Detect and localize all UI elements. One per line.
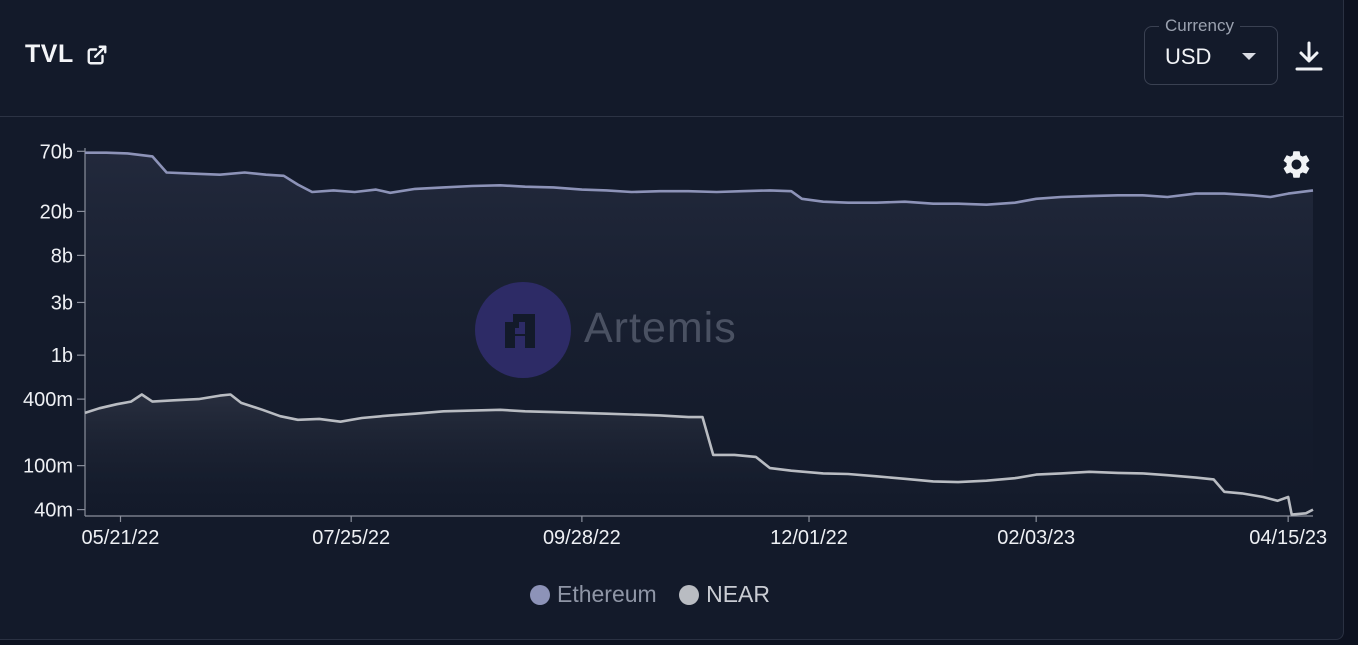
watermark-text: Artemis (584, 304, 737, 352)
tvl-chart: 70b 20b 8b 3b 1b 400m 100m 40m 05/21/22 07/25/22… (23, 141, 1327, 549)
legend-swatch-ethereum (529, 584, 550, 605)
artemis-logo (475, 282, 571, 378)
y-tick-label: 3b (51, 292, 73, 314)
x-tick-label: 02/03/23 (997, 527, 1075, 549)
x-tick-label: 12/01/22 (770, 527, 848, 549)
y-tick-label: 100m (23, 456, 73, 478)
x-tick-label: 07/25/22 (312, 527, 390, 549)
series-line-near[interactable] (84, 393, 1314, 516)
legend-label-ethereum: Ethereum (556, 581, 657, 607)
currency-value: USD (1165, 44, 1212, 69)
legend-item-ethereum[interactable]: Ethereum (529, 581, 657, 608)
y-tick-label: 400m (23, 389, 73, 411)
legend-swatch-near (679, 584, 700, 605)
y-tick-label: 1b (51, 345, 73, 367)
artemis-watermark: Artemis (475, 282, 775, 378)
series-area-near (85, 394, 1313, 516)
y-tick-label: 20b (40, 201, 73, 223)
y-tick-label: 40m (34, 500, 73, 522)
currency-label: Currency (1159, 16, 1240, 36)
y-tick-label: 8b (51, 245, 73, 267)
chart-legend: Ethereum NEAR (0, 581, 1300, 611)
x-tick-label: 04/15/23 (1249, 527, 1327, 549)
card-header: TVL Currency USD (0, 0, 1344, 117)
y-tick-label: 70b (40, 141, 73, 163)
legend-label-near: NEAR (706, 581, 770, 607)
currency-select[interactable]: Currency USD (1144, 16, 1278, 85)
download-icon[interactable] (1294, 40, 1324, 72)
series-line-ethereum[interactable] (85, 151, 1314, 206)
x-tick-label: 05/21/22 (82, 527, 160, 549)
x-tick-label: 09/28/22 (543, 527, 621, 549)
page-title: TVL (25, 40, 74, 68)
gear-icon[interactable] (1280, 148, 1313, 181)
legend-item-near[interactable]: NEAR (679, 581, 770, 608)
chevron-down-icon (1242, 53, 1256, 60)
external-link-icon[interactable] (86, 44, 108, 66)
